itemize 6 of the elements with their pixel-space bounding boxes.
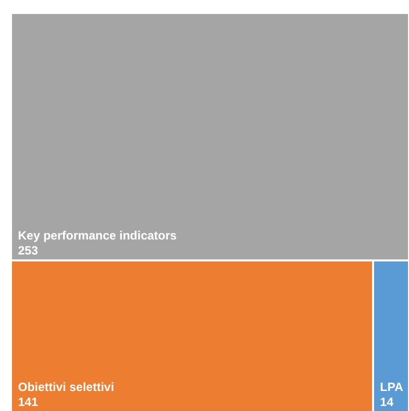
data-label: 141: [18, 395, 38, 409]
category-label: LPA: [380, 380, 404, 394]
category-label: Obiettivi selettivi: [18, 380, 114, 394]
data-label: 14: [380, 395, 394, 409]
data-label: 253: [18, 243, 38, 258]
category-label: Key performance indicators: [18, 228, 178, 242]
